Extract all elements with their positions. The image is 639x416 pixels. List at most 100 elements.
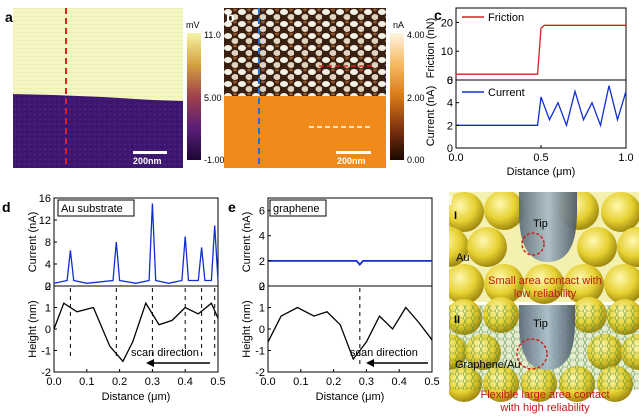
e-bottom-frame	[267, 285, 433, 373]
e-scan-arrowhead	[366, 359, 374, 367]
d-bottom-ytick-label: 1	[45, 303, 51, 315]
e-scan-direction: scan direction	[350, 347, 418, 359]
d-bottom-frame	[53, 285, 219, 373]
colorbar-b-max: 4.00	[407, 30, 425, 40]
d-ylabel-bottom: Height (nm)	[27, 300, 39, 357]
d-height-line	[53, 301, 219, 363]
panel-d-letter: d	[2, 199, 11, 215]
d-xtick-label: 0.5	[210, 376, 225, 388]
current-legend: Current	[488, 87, 525, 99]
e-xlabel: Distance (μm)	[316, 391, 385, 403]
d-top-ytick-label: 16	[39, 193, 51, 205]
c-top-ytick-label: 0	[447, 75, 453, 87]
d-current-line	[53, 203, 219, 284]
d-bottom-ytick-label: 2	[45, 281, 51, 293]
e-bottom-ytick-label: 1	[259, 303, 265, 315]
c-top-ytick-label: 20	[441, 17, 453, 29]
d-scan-direction: scan direction	[131, 347, 199, 359]
d-xtick-label: 0.0	[46, 376, 61, 388]
e-bottom-ytick-label: -1	[255, 346, 265, 358]
e-ylabel-bottom: Height (nm)	[241, 300, 253, 357]
panel-b-letter: b	[226, 9, 235, 25]
d-bottom-ytick-label: -1	[41, 346, 51, 358]
d-xtick-label: 0.2	[112, 376, 127, 388]
scale-bar-b	[336, 151, 371, 154]
d-title-box	[57, 199, 135, 217]
e-xtick-label: 0.5	[424, 376, 439, 388]
caption-2: Flexible large area contact with high re…	[452, 389, 638, 415]
panel-f-letter: f	[448, 192, 453, 208]
d-bottom-ytick-label: -2	[41, 367, 51, 379]
colorbar-a-unit: mV	[186, 20, 200, 30]
e-xtick-label: 0.1	[293, 376, 308, 388]
e-xtick-label: 0.3	[359, 376, 374, 388]
au-label: Au	[456, 252, 470, 264]
e-xtick-label: 0.2	[326, 376, 341, 388]
colorbar-a-max: 11.0	[204, 30, 221, 40]
tip-label-1: Tip	[533, 218, 548, 230]
d-xtick-label: 0.4	[178, 376, 193, 388]
colorbar-a-min: -1.00	[204, 155, 225, 165]
c-bottom-ytick-label: 6	[447, 75, 453, 87]
panel-c-letter: c	[434, 7, 442, 23]
contact-circle-2	[516, 338, 548, 370]
tip-label-2: Tip	[533, 318, 548, 330]
d-ylabel-top: Current (nA)	[27, 212, 39, 273]
e-bottom-ytick-label: 2	[259, 281, 265, 293]
d-top-ytick-label: 8	[45, 237, 51, 249]
scale-label-b: 200nm	[337, 156, 366, 166]
e-ylabel-top: Current (nA)	[241, 212, 253, 273]
e-top-ytick-label: 2	[259, 256, 265, 268]
d-scan-arrowhead	[146, 359, 154, 367]
c-top-ytick-label: 10	[441, 46, 453, 58]
colorbar-a-mid: 5.00	[204, 93, 222, 103]
e-bottom-ytick-label: 0	[259, 324, 265, 336]
c-ylabel-bottom: Current (nA)	[425, 86, 437, 147]
caption-1-line1: Small area contact with	[488, 275, 602, 287]
colorbar-b-min: 0.00	[407, 155, 425, 165]
d-xtick-label: 0.1	[79, 376, 94, 388]
colorbar-a	[187, 33, 201, 160]
d-xlabel: Distance (μm)	[102, 391, 171, 403]
c-xtick-label: 1.0	[618, 152, 633, 164]
e-top-ytick-label: 6	[259, 206, 265, 218]
e-title-box	[269, 199, 327, 217]
roman-two: II	[454, 314, 461, 326]
schematic-f	[449, 192, 639, 402]
e-top-ytick-label: 0	[259, 281, 265, 293]
c-xtick-label: 0.5	[533, 152, 548, 164]
d-top-ytick-label: 4	[45, 259, 51, 271]
c-bottom-ytick-label: 2	[447, 120, 453, 132]
e-title: graphene	[273, 203, 320, 215]
caption-2-line1: Flexible large area contact	[480, 389, 610, 401]
e-xtick-label: 0.4	[392, 376, 407, 388]
scale-label-a: 200nm	[133, 156, 162, 166]
afm-tip-2	[519, 305, 575, 370]
e-bottom-ytick-label: -2	[255, 367, 265, 379]
afm-tip-1	[519, 192, 577, 262]
panel-e-letter: e	[228, 199, 236, 215]
c-bottom-ytick-label: 4	[447, 98, 453, 110]
e-top-ytick-label: 4	[259, 231, 265, 243]
c-bottom-ytick-label: 0	[447, 143, 453, 155]
caption-1: Small area contact with low reliability	[452, 275, 638, 301]
caption-2-line2: with high reliability	[500, 402, 590, 414]
e-current-line	[268, 259, 432, 266]
graphene-au-label: Graphene/Au	[455, 359, 521, 371]
c-xtick-label: 0.0	[448, 152, 463, 164]
au-spheres-1	[449, 192, 639, 304]
colorbar-b-unit: nA	[393, 20, 405, 30]
d-xtick-label: 0.3	[145, 376, 160, 388]
friction-legend: Friction	[488, 12, 524, 24]
c-ylabel-top: Friction (nN)	[425, 18, 437, 79]
current-map-b	[224, 8, 386, 168]
d-top-ytick-label: 0	[45, 281, 51, 293]
afm-image-a	[13, 8, 183, 168]
caption-1-line2: low reliability	[513, 288, 577, 300]
contact-circle-1	[521, 232, 545, 256]
d-title: Au substrate	[61, 203, 123, 215]
colorbar-b-mid: 2.00	[407, 93, 425, 103]
d-top-ytick-label: 12	[39, 215, 51, 227]
